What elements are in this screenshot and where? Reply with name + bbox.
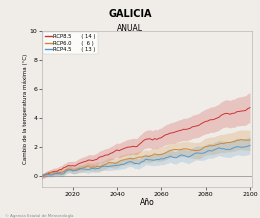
Text: ANUAL: ANUAL — [117, 24, 143, 33]
Text: GALICIA: GALICIA — [108, 9, 152, 19]
Text: © Agencia Estatal de Meteorología: © Agencia Estatal de Meteorología — [5, 214, 74, 218]
X-axis label: Año: Año — [140, 198, 154, 207]
Y-axis label: Cambio de la temperatura máxima (°C): Cambio de la temperatura máxima (°C) — [23, 54, 28, 164]
Legend: RCP8.5      ( 14 ), RCP6.0      (  6 ), RCP4.5      ( 13 ): RCP8.5 ( 14 ), RCP6.0 ( 6 ), RCP4.5 ( 13… — [43, 32, 98, 54]
